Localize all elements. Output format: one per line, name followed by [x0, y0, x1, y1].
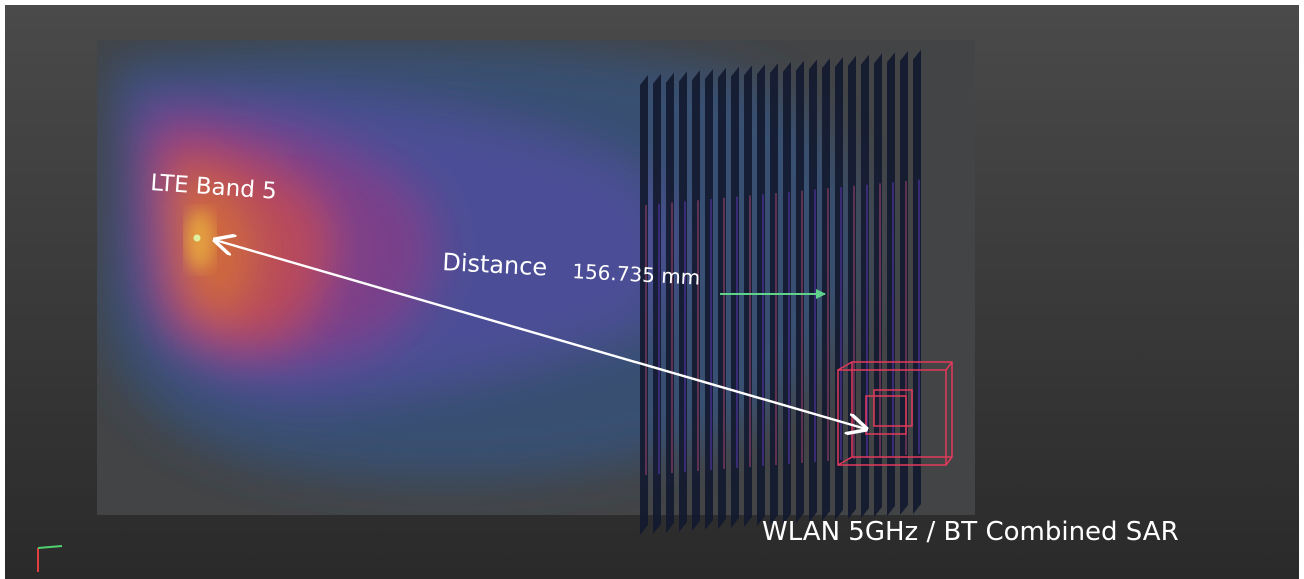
slice — [874, 53, 882, 518]
slice — [783, 61, 791, 525]
distance-arrow — [215, 240, 866, 429]
slice — [887, 52, 895, 516]
axis-triad — [37, 545, 63, 572]
slice — [835, 57, 843, 520]
slice — [822, 58, 830, 521]
target-label: WLAN 5GHz / BT Combined SAR — [762, 517, 1179, 547]
slice — [744, 65, 752, 528]
peak-point — [193, 234, 201, 242]
slice — [731, 66, 739, 528]
slice — [666, 72, 674, 533]
slice — [796, 60, 804, 523]
slice — [653, 73, 661, 535]
distance-label: Distance — [442, 248, 548, 281]
slice — [900, 51, 908, 515]
slice — [809, 59, 817, 523]
slice — [913, 49, 921, 515]
slice — [640, 75, 648, 535]
slice — [861, 54, 869, 518]
slice — [692, 70, 700, 531]
slice — [757, 64, 765, 526]
slice — [679, 71, 687, 533]
slice — [705, 69, 713, 530]
slice — [718, 67, 726, 530]
